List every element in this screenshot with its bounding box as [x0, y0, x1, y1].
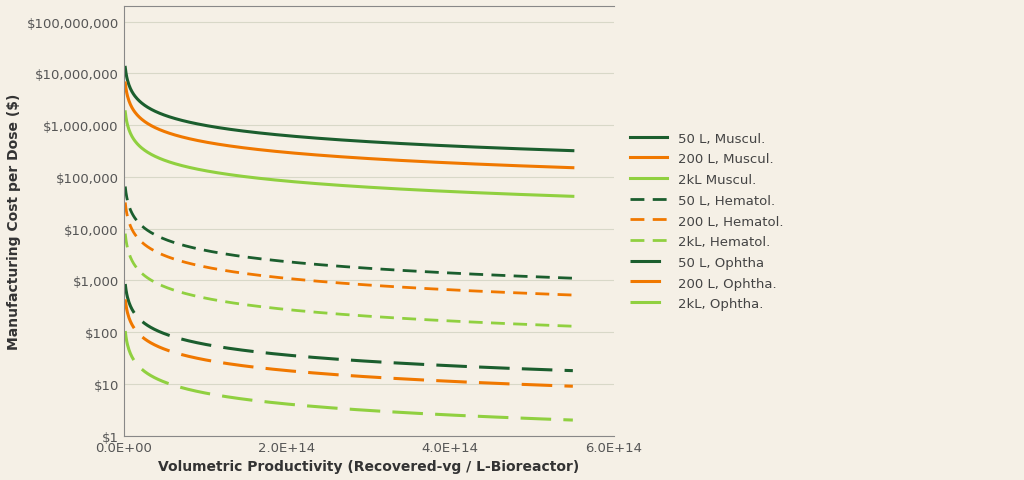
Line: 50 L, Ophtha: 50 L, Ophtha: [125, 285, 572, 371]
2kL, Ophtha.: [566, 417, 579, 423]
Line: 2kL, Ophtha.: 2kL, Ophtha.: [125, 331, 572, 420]
200 L, Ophtha.: [119, 297, 131, 302]
200 L, Hematol.: [199, 264, 211, 270]
200 L, Muscul.: [322, 154, 334, 159]
50 L, Muscul.: [234, 129, 247, 134]
2kL, Ophtha.: [418, 411, 430, 417]
200 L, Ophtha.: [566, 384, 579, 389]
Line: 200 L, Hematol.: 200 L, Hematol.: [125, 203, 572, 295]
2kL, Hematol.: [456, 319, 468, 325]
50 L, Hematol.: [418, 269, 430, 275]
200 L, Hematol.: [234, 270, 247, 276]
2kL Muscul.: [566, 194, 579, 200]
Line: 50 L, Hematol.: 50 L, Hematol.: [125, 187, 572, 278]
Legend: 50 L, Muscul., 200 L, Muscul., 2kL Muscul., 50 L, Hematol., 200 L, Hematol., 2kL: 50 L, Muscul., 200 L, Muscul., 2kL Muscu…: [626, 127, 788, 316]
200 L, Muscul.: [199, 140, 211, 145]
200 L, Muscul.: [383, 157, 395, 163]
50 L, Ophtha: [383, 360, 395, 366]
50 L, Hematol.: [566, 276, 579, 281]
200 L, Hematol.: [322, 279, 334, 285]
2kL, Ophtha.: [456, 413, 468, 419]
50 L, Hematol.: [322, 263, 334, 269]
2kL Muscul.: [199, 168, 211, 174]
50 L, Ophtha: [119, 282, 131, 288]
2kL, Ophtha.: [199, 390, 211, 396]
Line: 200 L, Muscul.: 200 L, Muscul.: [125, 84, 572, 168]
2kL, Hematol.: [418, 317, 430, 323]
Line: 2kL, Hematol.: 2kL, Hematol.: [125, 234, 572, 326]
50 L, Hematol.: [119, 184, 131, 190]
2kL Muscul.: [234, 174, 247, 180]
50 L, Muscul.: [566, 148, 579, 154]
50 L, Ophtha: [566, 368, 579, 374]
2kL Muscul.: [456, 190, 468, 195]
200 L, Muscul.: [119, 81, 131, 87]
50 L, Ophtha: [418, 362, 430, 368]
200 L, Hematol.: [566, 292, 579, 298]
Line: 2kL Muscul.: 2kL Muscul.: [125, 113, 572, 197]
2kL Muscul.: [119, 110, 131, 116]
200 L, Hematol.: [383, 284, 395, 289]
50 L, Ophtha: [456, 364, 468, 370]
50 L, Muscul.: [418, 143, 430, 148]
Line: 200 L, Ophtha.: 200 L, Ophtha.: [125, 300, 572, 386]
200 L, Ophtha.: [234, 363, 247, 369]
200 L, Ophtha.: [456, 379, 468, 385]
50 L, Hematol.: [383, 267, 395, 273]
50 L, Muscul.: [322, 137, 334, 143]
2kL, Hematol.: [566, 324, 579, 329]
200 L, Hematol.: [119, 200, 131, 206]
50 L, Hematol.: [234, 254, 247, 260]
50 L, Hematol.: [199, 248, 211, 253]
200 L, Hematol.: [456, 288, 468, 294]
2kL, Ophtha.: [119, 328, 131, 334]
50 L, Ophtha: [199, 342, 211, 348]
2kL, Ophtha.: [383, 409, 395, 415]
2kL, Ophtha.: [322, 405, 334, 410]
2kL, Hematol.: [199, 295, 211, 301]
50 L, Muscul.: [119, 65, 131, 71]
2kL, Hematol.: [119, 231, 131, 237]
2kL, Hematol.: [322, 311, 334, 316]
50 L, Muscul.: [456, 144, 468, 150]
50 L, Ophtha: [322, 356, 334, 361]
2kL, Hematol.: [383, 315, 395, 321]
200 L, Muscul.: [418, 159, 430, 165]
200 L, Ophtha.: [322, 372, 334, 377]
X-axis label: Volumetric Productivity (Recovered-vg / L-Bioreactor): Volumetric Productivity (Recovered-vg / …: [158, 459, 580, 473]
200 L, Muscul.: [566, 166, 579, 171]
200 L, Ophtha.: [199, 357, 211, 363]
200 L, Ophtha.: [418, 377, 430, 383]
Y-axis label: Manufacturing Cost per Dose ($): Manufacturing Cost per Dose ($): [7, 94, 20, 349]
200 L, Muscul.: [456, 161, 468, 167]
2kL, Ophtha.: [234, 396, 247, 402]
200 L, Hematol.: [418, 286, 430, 292]
200 L, Ophtha.: [383, 375, 395, 381]
2kL, Hematol.: [234, 301, 247, 307]
Line: 50 L, Muscul.: 50 L, Muscul.: [125, 68, 572, 151]
50 L, Ophtha: [234, 347, 247, 353]
50 L, Hematol.: [456, 271, 468, 277]
200 L, Muscul.: [234, 145, 247, 151]
2kL Muscul.: [322, 182, 334, 188]
2kL Muscul.: [383, 186, 395, 192]
50 L, Muscul.: [383, 141, 395, 146]
2kL Muscul.: [418, 188, 430, 194]
50 L, Muscul.: [199, 123, 211, 129]
